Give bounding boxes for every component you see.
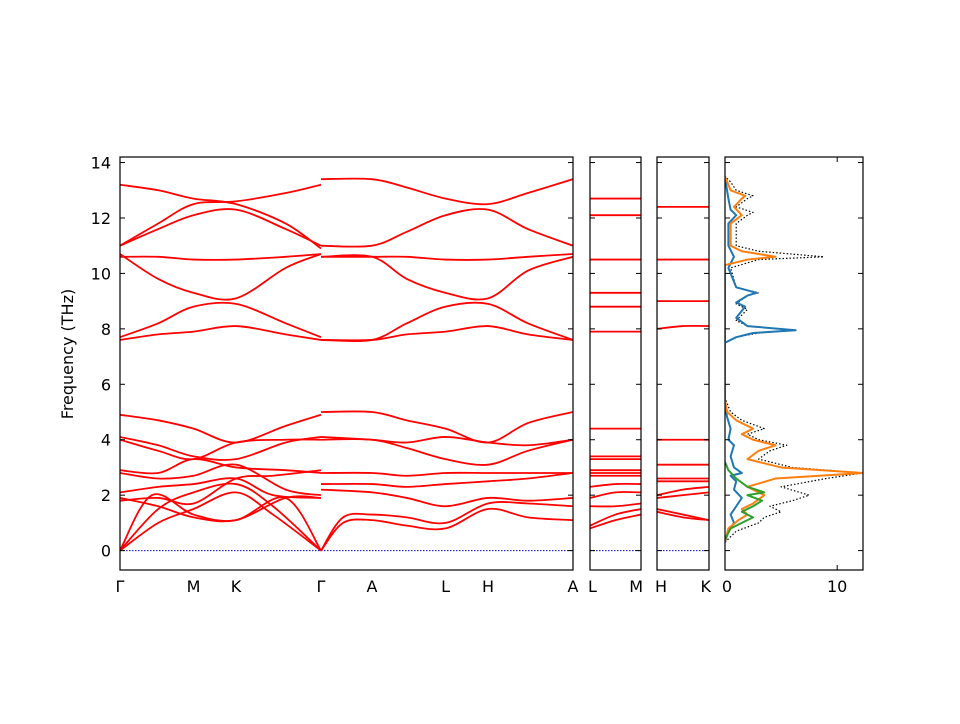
y-tick-label: 10 — [91, 264, 111, 283]
band-line — [590, 513, 641, 530]
band-line — [120, 438, 322, 461]
band-line — [590, 482, 641, 488]
dos-line-total — [725, 175, 863, 543]
path-label: H — [482, 577, 494, 596]
band-line — [657, 324, 709, 330]
path-label: M — [187, 577, 201, 596]
band-line — [120, 208, 322, 247]
band-line — [321, 177, 573, 206]
x-tick-label: 0 — [722, 577, 732, 596]
y-tick-label: 8 — [101, 320, 111, 339]
band-line — [120, 183, 322, 247]
band-line — [320, 501, 573, 552]
y-tick-label: 12 — [91, 209, 111, 228]
y-tick-label: 6 — [101, 375, 111, 394]
dos-line-orange — [725, 176, 863, 543]
band-line — [320, 436, 573, 447]
path-label: L — [441, 577, 450, 596]
path-label: H — [655, 577, 667, 596]
dos-line-blue — [725, 176, 797, 543]
band-line — [120, 491, 322, 552]
panel-frame — [119, 156, 574, 571]
dos-panel — [725, 175, 863, 543]
band-line — [590, 491, 641, 499]
y-tick-label: 2 — [101, 486, 111, 505]
band-line — [657, 485, 709, 497]
dos-line-green — [725, 461, 766, 540]
band-line — [120, 413, 322, 444]
path-label: Γ — [116, 577, 125, 596]
band-line — [321, 325, 573, 342]
y-tick-label: 0 — [101, 542, 111, 561]
band-line — [590, 508, 641, 527]
band-line — [120, 469, 322, 506]
band-line — [590, 502, 641, 508]
panel-frame — [656, 156, 710, 571]
band-line — [320, 488, 573, 508]
path-label: K — [231, 577, 242, 596]
x-tick-label: 10 — [827, 577, 847, 596]
band-line — [120, 325, 322, 341]
band-line — [120, 301, 322, 339]
band-line — [120, 253, 322, 301]
dos-frame — [724, 156, 864, 571]
band-line — [321, 471, 573, 477]
band-line — [320, 507, 573, 552]
band-line — [120, 458, 322, 475]
band-line — [657, 491, 709, 499]
y-tick-label: 14 — [91, 154, 111, 173]
band-line — [321, 253, 573, 261]
band-line — [321, 254, 573, 301]
path-label: K — [701, 577, 712, 596]
band-line — [120, 183, 322, 250]
band-line — [120, 463, 322, 497]
band-line — [321, 472, 573, 488]
path-label: A — [367, 577, 378, 596]
path-label: Γ — [317, 577, 326, 596]
path-label: M — [629, 577, 643, 596]
y-tick-label: 4 — [101, 431, 111, 450]
band-line — [120, 253, 322, 261]
panel-frame — [589, 156, 642, 571]
band-line — [321, 208, 573, 248]
band-panel-H-K — [657, 205, 709, 552]
band-panel-L-M — [590, 197, 641, 552]
band-line — [657, 508, 709, 521]
path-label: A — [568, 577, 579, 596]
band-line — [120, 436, 322, 461]
band-line — [321, 301, 573, 343]
band-line — [321, 410, 573, 444]
path-label: L — [588, 577, 597, 596]
y-axis-label: Frequency (THz) — [58, 289, 77, 419]
band-line — [321, 438, 573, 466]
band-panel-main-path — [120, 177, 573, 552]
band-line — [120, 482, 322, 552]
band-line — [120, 477, 322, 499]
